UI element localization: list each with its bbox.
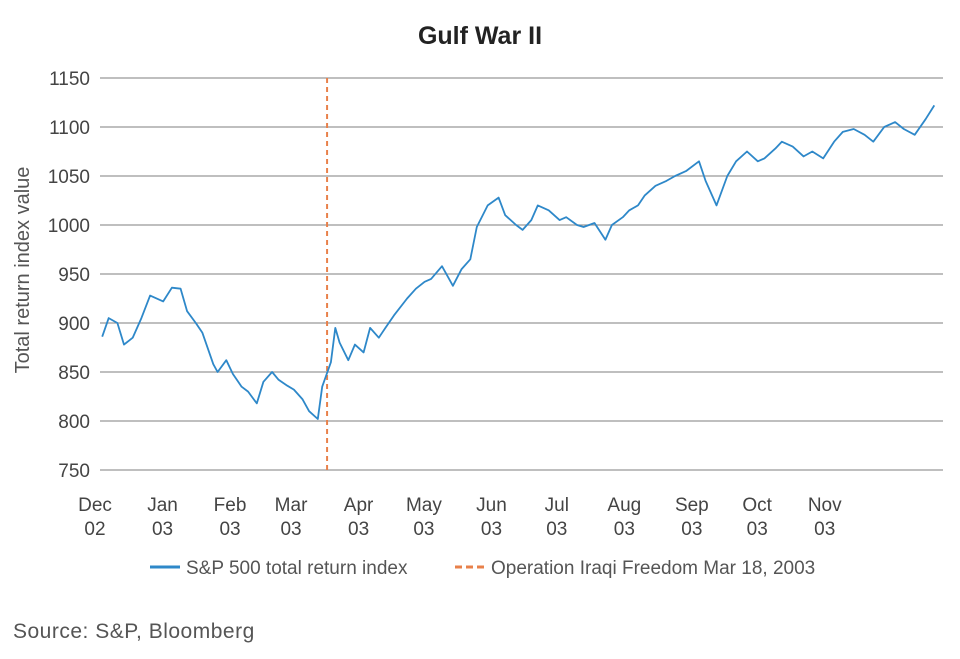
legend: S&P 500 total return index Operation Iraq…: [150, 558, 815, 579]
x-tick-label-year: 03: [681, 519, 702, 540]
y-tick-label: 1100: [49, 118, 90, 139]
x-tick-label-year: 03: [348, 519, 369, 540]
y-tick-label: 1000: [48, 216, 90, 237]
legend-label-operation: Operation Iraqi Freedom Mar 18, 2003: [491, 558, 815, 579]
y-tick-label: 1050: [48, 167, 90, 188]
x-tick-label-month: Feb: [214, 495, 247, 516]
x-tick-label-month: Mar: [275, 495, 308, 516]
x-tick-label-month: Jul: [545, 495, 569, 516]
gridlines: [100, 77, 943, 471]
chart-title: Gulf War II: [417, 22, 543, 50]
x-tick-label-year: 03: [614, 519, 635, 540]
x-tick-label-year: 03: [481, 519, 502, 540]
x-tick-label-year: 03: [747, 519, 768, 540]
x-tick-label-year: 03: [814, 519, 835, 540]
x-tick-label-year: 03: [219, 519, 240, 540]
x-axis-ticks: Dec 02 Jan 03 Feb 03 Mar 03 Apr 03 May 03 Jun 03 Jul 03…: [78, 495, 842, 540]
x-tick-label-month: Apr: [344, 495, 374, 516]
y-axis-title: Total return index value: [12, 167, 34, 374]
x-tick-label-month: Sep: [675, 495, 709, 516]
x-tick-label-year: 02: [84, 519, 105, 540]
x-tick-label-month: Jun: [476, 495, 507, 516]
y-tick-label: 850: [58, 363, 90, 384]
y-tick-label: 1150: [49, 69, 90, 90]
y-axis-ticks: 750 800 850 900 950 1000 1050 1100 1150: [48, 69, 90, 482]
series-line: [101, 104, 936, 420]
x-tick-label-month: Oct: [742, 495, 772, 516]
x-tick-label-month: May: [406, 495, 442, 516]
x-tick-label-year: 03: [546, 519, 567, 540]
x-tick-label-year: 03: [280, 519, 301, 540]
series-layer: [101, 104, 936, 420]
x-tick-label-month: Aug: [607, 495, 641, 516]
source-note: Source: S&P, Bloomberg: [13, 620, 255, 643]
y-tick-label: 950: [58, 265, 90, 286]
x-tick-label-month: Dec: [78, 495, 112, 516]
x-tick-label-year: 03: [413, 519, 434, 540]
x-tick-label-year: 03: [152, 519, 173, 540]
y-tick-label: 800: [58, 412, 90, 433]
x-tick-label-month: Jan: [147, 495, 178, 516]
y-tick-label: 750: [58, 461, 90, 482]
y-tick-label: 900: [58, 314, 90, 335]
legend-label-sp500: S&P 500 total return index: [186, 558, 408, 579]
x-tick-label-month: Nov: [808, 495, 842, 516]
